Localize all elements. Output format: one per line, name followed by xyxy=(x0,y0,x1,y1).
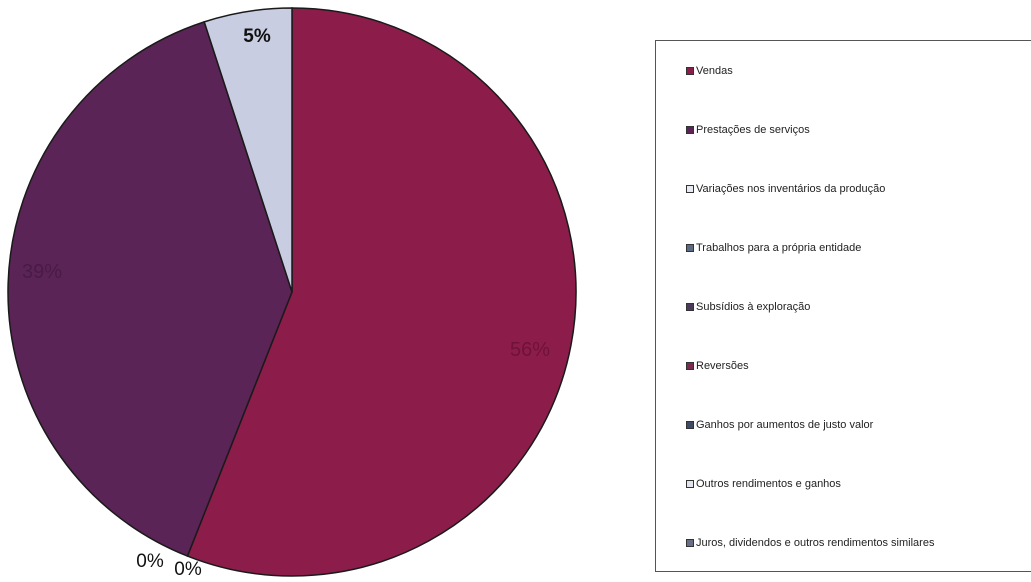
legend-label: Vendas xyxy=(696,65,733,77)
legend-swatch xyxy=(686,303,694,311)
legend-item: Reversões xyxy=(686,360,749,372)
legend-label: Prestações de serviços xyxy=(696,124,810,136)
legend-swatch xyxy=(686,480,694,488)
pie-chart: 56% 39% 0% 0% 5% xyxy=(7,7,577,580)
legend-swatch xyxy=(686,244,694,252)
data-label-2: 39% xyxy=(22,261,62,283)
legend-swatch xyxy=(686,539,694,547)
legend-item: Subsídios à exploração xyxy=(686,301,810,313)
pie-slice-2 xyxy=(7,20,293,558)
legend-label: Outros rendimentos e ganhos xyxy=(696,478,841,490)
pie-slice-1 xyxy=(186,7,577,577)
legend-label: Ganhos por aumentos de justo valor xyxy=(696,419,874,431)
legend-item: Outros rendimentos e ganhos xyxy=(686,478,841,490)
legend-item: Juros, dividendos e outros rendimentos s… xyxy=(686,537,934,549)
legend-label: Variações nos inventários da produção xyxy=(696,183,886,195)
legend-label: Reversões xyxy=(696,360,749,372)
data-label-4: 0% xyxy=(174,559,202,580)
legend-item: Trabalhos para a própria entidade xyxy=(686,242,861,254)
legend: Vendas Prestações de serviços Variações no… xyxy=(655,40,1031,572)
legend-label: Trabalhos para a própria entidade xyxy=(696,242,862,254)
legend-item: Vendas xyxy=(686,65,733,77)
data-label-3: 0% xyxy=(136,551,164,572)
data-label-1: 56% xyxy=(510,339,550,361)
legend-label: Subsídios à exploração xyxy=(696,301,811,313)
legend-item: Variações nos inventários da produção xyxy=(686,183,885,195)
legend-label: Juros, dividendos e outros rendimentos s… xyxy=(696,537,935,549)
legend-item: Prestações de serviços xyxy=(686,124,810,136)
legend-swatch xyxy=(686,421,694,429)
legend-swatch xyxy=(686,185,694,193)
legend-swatch xyxy=(686,126,694,134)
legend-swatch xyxy=(686,67,694,75)
legend-item: Ganhos por aumentos de justo valor xyxy=(686,419,873,431)
pie-slice-5 xyxy=(203,7,293,293)
legend-swatch xyxy=(686,362,694,370)
data-label-5: 5% xyxy=(243,26,271,47)
